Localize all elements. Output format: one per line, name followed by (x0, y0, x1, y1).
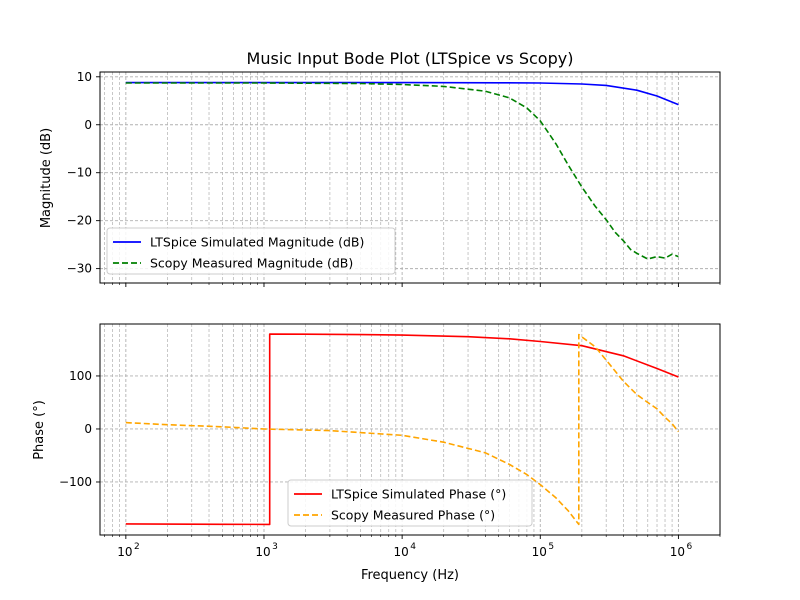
magnitude-panel: 10 0 −10 −20 −30 Magnitude (dB) LTSpice Simu… (39, 70, 721, 287)
legend-box (287, 479, 533, 527)
phase-y-axis-label: Phase (°) (32, 400, 47, 460)
magnitude-series (125, 81, 679, 260)
x-tick-label: 10 (255, 545, 270, 559)
x-tick-label: 10 (532, 545, 547, 559)
x-tick-label: 10 (670, 545, 685, 559)
x-tick-exponent: 3 (272, 542, 278, 552)
phase-grid (100, 324, 721, 535)
y-tick-label: 0 (84, 118, 92, 132)
series-line (125, 82, 679, 260)
x-tick-exponent: 4 (410, 542, 416, 552)
y-tick-label: −100 (59, 475, 92, 489)
legend-label: Scopy Measured Magnitude (dB) (150, 256, 353, 271)
magnitude-y-axis-label: Magnitude (dB) (39, 128, 54, 228)
y-tick-label: −30 (67, 262, 92, 276)
legend-label: LTSpice Simulated Phase (°) (331, 487, 506, 502)
magnitude-axes-frame (99, 71, 721, 284)
series-line (125, 333, 679, 526)
phase-axes-frame (99, 323, 721, 536)
x-tick-exponent: 5 (548, 542, 554, 552)
legend-label: Scopy Measured Phase (°) (331, 508, 495, 523)
magnitude-ticks: 10 0 −10 −20 −30 (67, 70, 721, 287)
phase-legend: LTSpice Simulated Phase (°) Scopy Measure… (287, 479, 533, 527)
y-tick-label: −10 (67, 166, 92, 180)
magnitude-legend: LTSpice Simulated Magnitude (dB) Scopy Me… (106, 227, 396, 275)
legend-label: LTSpice Simulated Magnitude (dB) (150, 235, 364, 250)
series-line (125, 333, 680, 526)
legend-box (106, 227, 396, 275)
y-tick-label: 100 (69, 369, 92, 383)
x-tick-label: 10 (393, 545, 408, 559)
chart-title: Music Input Bode Plot (LTSpice vs Scopy) (247, 49, 574, 68)
frequency-x-axis-label: Frequency (Hz) (361, 568, 459, 583)
y-tick-label: 0 (84, 422, 92, 436)
phase-series (125, 333, 680, 526)
x-tick-label: 10 (117, 545, 132, 559)
y-tick-label: −20 (67, 214, 92, 228)
x-tick-exponent: 6 (687, 542, 693, 552)
y-tick-label: 10 (77, 70, 92, 84)
x-tick-exponent: 2 (134, 542, 140, 552)
